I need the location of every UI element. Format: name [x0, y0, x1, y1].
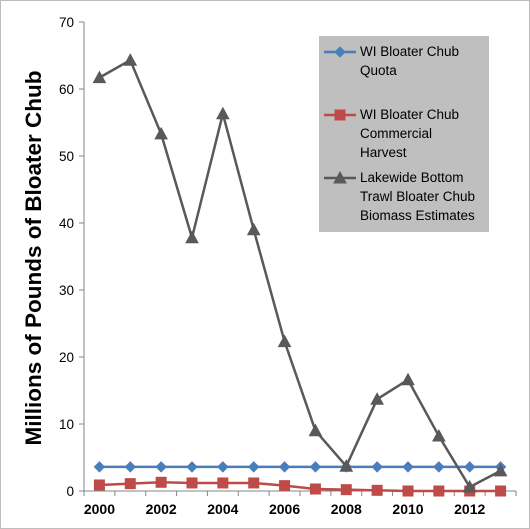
legend-box: [319, 36, 489, 232]
series-3-point: [246, 222, 261, 236]
series-2-point: [217, 477, 229, 489]
series-3-point: [277, 334, 292, 348]
series-3-point: [462, 479, 477, 493]
series-2-point: [495, 485, 507, 497]
legend-label-1: WI Bloater Chub: [360, 44, 459, 59]
series-1-point: [124, 461, 136, 473]
legend-label-3: Biomass Estimates: [360, 208, 475, 223]
series-1-point: [402, 461, 414, 473]
series-3-point: [308, 423, 323, 437]
y-tick-label: 60: [59, 82, 74, 97]
series-3-point: [370, 392, 384, 405]
series-3-point: [185, 230, 199, 244]
x-tick-label: 2002: [146, 501, 177, 517]
legend-swatch-marker-1: [334, 46, 346, 58]
series-1-point: [155, 461, 167, 473]
legend-label-2: Commercial: [360, 126, 432, 141]
series-layer: [92, 53, 508, 497]
y-axis-label: Millions of Pounds of Bloater Chub: [21, 71, 46, 446]
legend: WI Bloater Chub Quota WI Bloater Chub Comme…: [319, 36, 489, 232]
series-3-point: [401, 372, 415, 386]
y-tick-label: 30: [59, 283, 74, 298]
legend-label-3: Lakewide Bottom: [360, 170, 464, 185]
series-1-point: [371, 461, 383, 473]
series-3-point: [493, 463, 508, 477]
series-1-point: [217, 461, 229, 473]
y-tick-label: 40: [59, 216, 74, 231]
series-2-point: [248, 477, 260, 489]
series-2-point: [433, 485, 445, 497]
y-tick-label: 50: [59, 149, 74, 164]
series-2-point: [124, 478, 136, 490]
x-tick-label: 2004: [207, 501, 238, 517]
x-tick-label: 2006: [269, 501, 300, 517]
series-1-point: [248, 461, 260, 473]
x-tick-label: 2012: [454, 501, 485, 517]
series-3-point: [339, 459, 354, 472]
legend-swatch-marker-3: [333, 170, 347, 184]
series-3-point: [92, 70, 107, 84]
series-2-point: [309, 483, 321, 495]
legend-label-2: Harvest: [360, 145, 407, 160]
x-tick-label: 2010: [392, 501, 423, 517]
legend-label-3: Trawl Bloater Chub: [360, 189, 475, 204]
series-2-point: [93, 479, 105, 491]
series-1-point: [186, 461, 198, 473]
series-1-point: [433, 461, 445, 473]
series-2-point: [340, 484, 352, 496]
legend-label-2: WI Bloater Chub: [360, 107, 459, 122]
series-3-point: [123, 53, 138, 66]
series-line-3: [98, 58, 502, 489]
x-tick-label: 2000: [84, 501, 115, 517]
series-1-point: [464, 461, 476, 473]
y-tick-label: 0: [66, 484, 74, 499]
series-1-point: [309, 461, 322, 473]
x-tick-label: 2008: [331, 501, 362, 517]
series-3-point: [154, 126, 168, 140]
legend-label-1: Quota: [360, 63, 397, 78]
axes: 0 10 20 30 40 50 60 70 2000 2002 2004 2006 2008 2010 2…: [59, 15, 517, 517]
series-3-point: [216, 106, 230, 120]
y-tick-label: 20: [59, 350, 74, 365]
series-2-point: [402, 485, 414, 497]
y-tick-label: 10: [59, 417, 74, 432]
legend-swatch-marker-2: [334, 109, 346, 121]
series-2-point: [279, 480, 291, 492]
series-2-point: [155, 476, 167, 488]
series-1-point: [93, 461, 106, 473]
series-3-point: [432, 429, 446, 442]
series-1-point: [278, 461, 291, 473]
series-2-point: [371, 484, 383, 496]
series-2-point: [186, 477, 198, 489]
y-tick-label: 70: [59, 15, 74, 30]
